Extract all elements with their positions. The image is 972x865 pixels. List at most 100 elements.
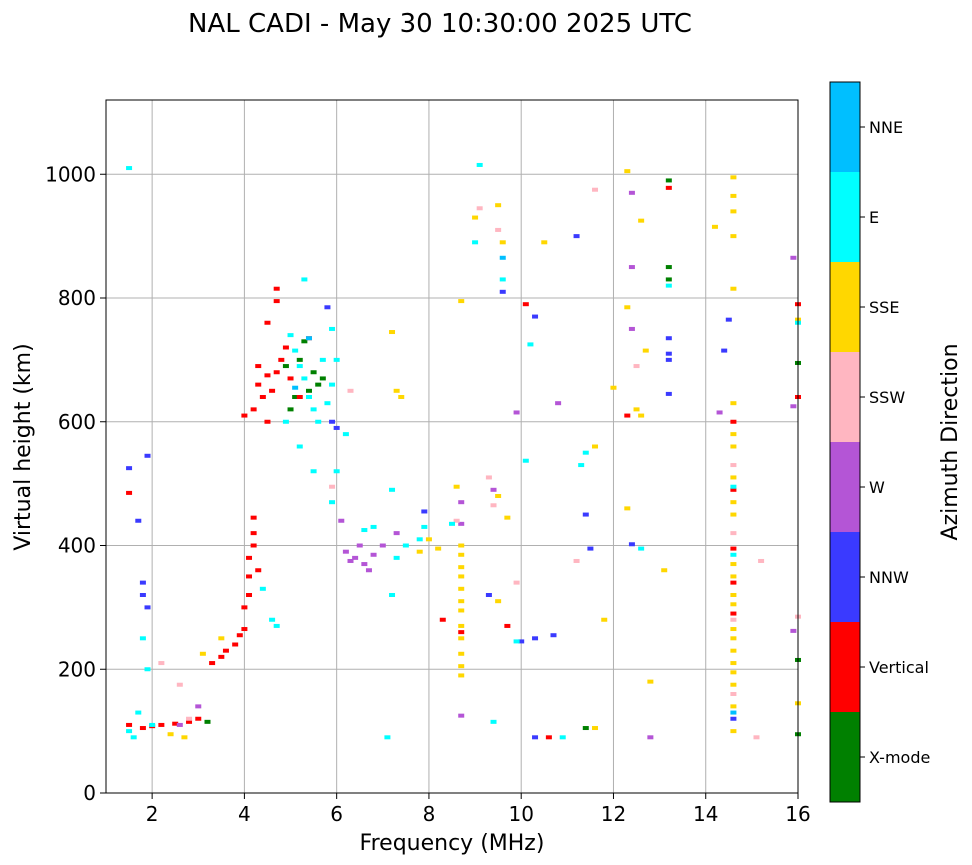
data-point	[495, 599, 502, 604]
data-point	[296, 444, 303, 449]
data-point	[513, 410, 520, 415]
data-point	[541, 240, 548, 245]
data-point	[144, 667, 151, 672]
data-point	[365, 568, 372, 573]
data-point	[458, 586, 465, 591]
data-point	[338, 518, 345, 523]
data-point	[582, 512, 589, 517]
data-point	[218, 636, 225, 641]
data-point	[550, 633, 557, 638]
data-point	[273, 299, 280, 304]
y-tick-label: 200	[58, 657, 96, 681]
colorbar-segment	[830, 622, 860, 712]
data-point	[730, 175, 737, 180]
data-point	[264, 320, 271, 325]
data-point	[333, 357, 340, 362]
data-point	[665, 391, 672, 396]
data-point	[370, 552, 377, 557]
data-point	[513, 580, 520, 585]
data-point	[144, 453, 151, 458]
data-point	[624, 506, 631, 511]
data-point	[504, 623, 511, 628]
x-tick-label: 6	[330, 802, 343, 826]
data-point	[458, 552, 465, 557]
data-point	[730, 475, 737, 480]
data-point	[532, 314, 539, 319]
colorbar-tick-label: E	[869, 208, 879, 227]
data-point	[730, 500, 737, 505]
data-point	[342, 549, 349, 554]
data-point	[176, 682, 183, 687]
data-point	[199, 651, 206, 656]
colorbar-tick-label: NNE	[869, 118, 903, 137]
x-tick-label: 10	[508, 802, 533, 826]
data-point	[255, 364, 262, 369]
data-point	[730, 580, 737, 585]
data-point	[342, 432, 349, 437]
data-point	[730, 710, 737, 715]
data-point	[361, 528, 368, 533]
data-point	[522, 302, 529, 307]
data-point	[730, 704, 737, 709]
data-point	[730, 209, 737, 214]
data-point	[195, 716, 202, 721]
data-point	[453, 518, 460, 523]
data-point	[504, 515, 511, 520]
data-point	[250, 531, 257, 536]
x-axis-ticks: 2 4 6 8 10 12 14 16	[146, 793, 811, 826]
data-point	[458, 651, 465, 656]
data-point	[458, 608, 465, 613]
data-point	[126, 490, 133, 495]
data-point	[665, 265, 672, 270]
data-point	[485, 475, 492, 480]
data-point	[324, 305, 331, 310]
data-point	[246, 574, 253, 579]
data-point	[458, 623, 465, 628]
data-point	[218, 654, 225, 659]
data-point	[559, 735, 566, 740]
data-point	[592, 444, 599, 449]
data-point	[730, 401, 737, 406]
data-point	[513, 639, 520, 644]
data-point	[730, 444, 737, 449]
data-point	[522, 458, 529, 463]
data-point	[582, 450, 589, 455]
data-point	[665, 351, 672, 356]
data-point	[329, 500, 336, 505]
data-point	[458, 630, 465, 635]
data-point	[421, 509, 428, 514]
series-vertical	[126, 185, 801, 740]
data-point	[398, 395, 405, 399]
data-point	[264, 419, 271, 424]
data-point	[379, 543, 386, 548]
data-point	[472, 240, 479, 245]
data-point	[628, 265, 635, 270]
x-tick-label: 14	[693, 802, 718, 826]
data-point	[638, 546, 645, 551]
data-point	[241, 605, 248, 610]
data-point	[333, 425, 340, 430]
colorbar-segment	[830, 712, 860, 802]
data-point	[315, 419, 322, 424]
plot-frame	[105, 99, 799, 794]
data-point	[499, 289, 506, 294]
data-point	[545, 735, 552, 740]
colorbar-tick-label: SSE	[869, 298, 899, 317]
data-point	[389, 487, 396, 492]
data-point	[490, 503, 497, 508]
data-point	[458, 713, 465, 718]
data-point	[167, 732, 174, 737]
data-point	[730, 487, 737, 492]
data-point	[384, 735, 391, 740]
data-point	[139, 580, 146, 585]
data-point	[310, 407, 317, 412]
data-point	[435, 546, 442, 551]
data-point	[587, 546, 594, 551]
data-point	[711, 224, 718, 229]
data-point	[273, 623, 280, 628]
y-tick-label: 600	[58, 410, 96, 434]
colorbar-tick-label: SSW	[869, 388, 905, 407]
data-point	[582, 726, 589, 731]
data-point	[195, 704, 202, 709]
data-point	[319, 357, 326, 362]
